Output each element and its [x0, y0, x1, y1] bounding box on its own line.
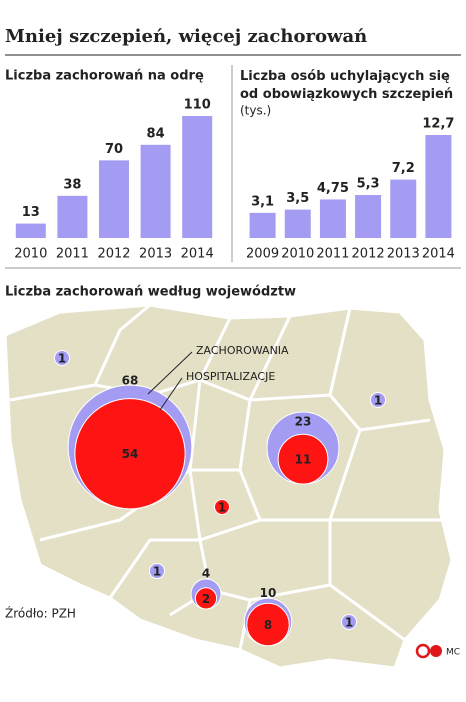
source: Źródło: PZH — [5, 606, 76, 621]
value-label: 23 — [295, 415, 312, 429]
bubble — [54, 350, 70, 366]
bar — [15, 223, 46, 238]
x-tick-label: 2009 — [246, 247, 279, 262]
bubble — [149, 563, 165, 579]
bubble — [74, 398, 186, 510]
value-label: 13 — [22, 205, 40, 220]
chart-title: Liczba zachorowań według województw — [5, 285, 296, 300]
bar — [249, 212, 276, 238]
legend-leader — [147, 351, 193, 395]
bar — [425, 135, 452, 238]
bar — [182, 116, 213, 238]
bar — [140, 144, 171, 238]
value-label: 4 — [202, 567, 210, 581]
value-label: 2 — [202, 592, 210, 606]
bar — [355, 195, 382, 238]
legend-label: HOSPITALIZACJE — [186, 370, 275, 383]
bubble — [277, 433, 329, 485]
x-tick-label: 2013 — [139, 247, 172, 262]
value-label: 70 — [105, 142, 123, 157]
bubble — [370, 392, 386, 408]
value-label: 3,5 — [286, 191, 309, 206]
chart-subtitle: (tys.) — [240, 104, 271, 118]
x-tick-label: 2013 — [387, 247, 420, 262]
value-label: 3,1 — [251, 194, 274, 209]
value-label: 7,2 — [392, 161, 415, 176]
chart-title: Liczba zachorowań na odrę — [5, 69, 204, 84]
region-borders — [9, 303, 445, 651]
value-label: 84 — [147, 126, 165, 141]
value-label: 54 — [122, 447, 139, 461]
value-label: 10 — [260, 586, 277, 600]
x-tick-label: 2012 — [352, 247, 385, 262]
chart-title: Liczba osób uchylających się od obowiązko… — [240, 69, 453, 102]
value-label: 8 — [264, 618, 272, 632]
bar — [284, 209, 311, 238]
x-tick-label: 2011 — [316, 247, 349, 262]
x-tick-label: 2011 — [56, 247, 89, 262]
bubble — [194, 587, 218, 610]
value-label: 1 — [153, 565, 161, 579]
bubble — [214, 499, 230, 515]
value-label: 110 — [184, 98, 211, 113]
bubble — [246, 602, 290, 647]
x-tick-label: 2014 — [422, 247, 455, 262]
bar — [99, 160, 129, 238]
value-label: 1 — [374, 394, 382, 408]
value-label: 12,7 — [422, 117, 454, 132]
value-label: 1 — [345, 616, 353, 630]
bar — [390, 179, 417, 238]
x-tick-label: 2010 — [14, 247, 47, 262]
value-label: 11 — [295, 453, 312, 467]
value-label: 4,75 — [317, 181, 349, 196]
value-label: 5,3 — [357, 177, 380, 192]
value-label: 1 — [58, 352, 66, 366]
bar — [57, 195, 88, 238]
x-tick-label: 2014 — [181, 247, 214, 262]
credit: MC — [446, 648, 460, 658]
bar — [319, 199, 346, 238]
bubble — [341, 614, 357, 630]
value-label: 38 — [63, 177, 81, 192]
value-label: 68 — [122, 373, 139, 387]
logo — [430, 645, 442, 657]
legend-label: ZACHOROWANIA — [196, 344, 289, 357]
logo — [415, 643, 431, 659]
legend-leader — [159, 377, 183, 411]
main-title: Mniej szczepień, więcej zachorowań — [5, 26, 367, 47]
x-tick-label: 2012 — [97, 247, 130, 262]
value-label: 1 — [218, 501, 226, 515]
x-tick-label: 2010 — [281, 247, 314, 262]
